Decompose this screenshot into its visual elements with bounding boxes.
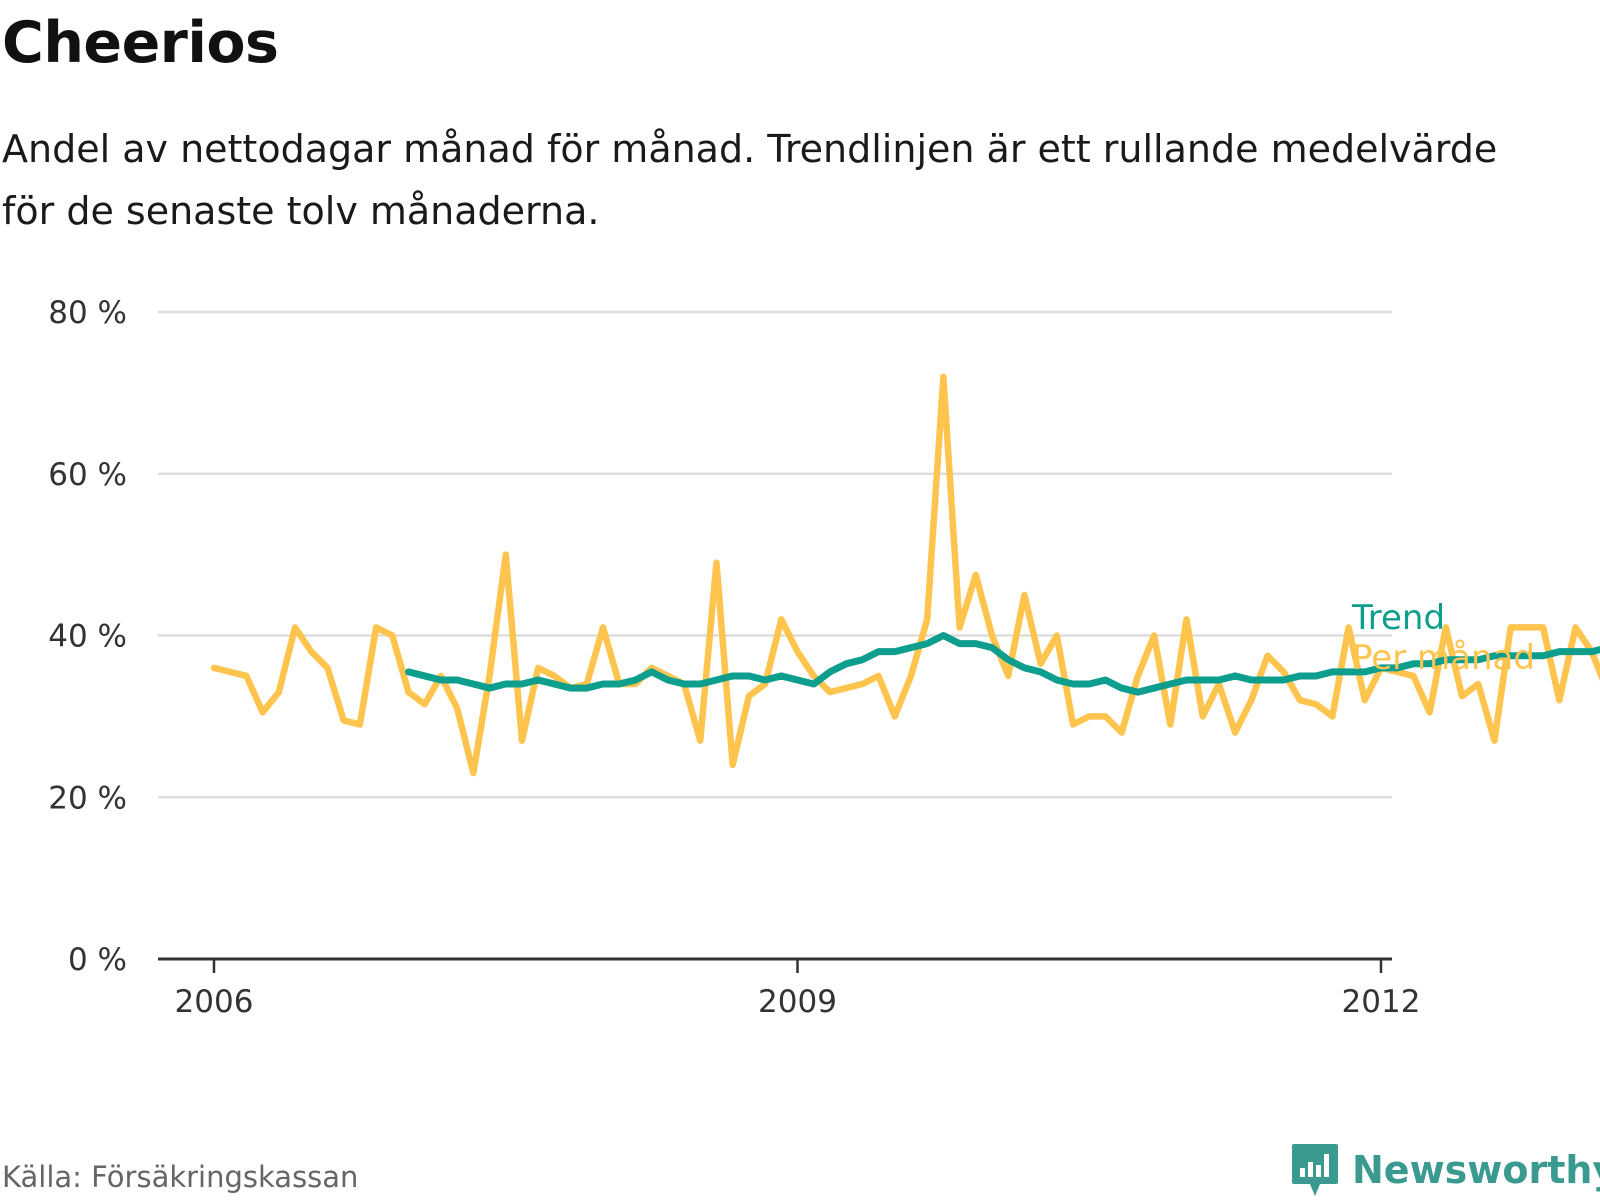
page-title: Cheerios [2,10,279,76]
x-tick-label: 2009 [758,984,837,1020]
y-tick-label: 80 % [48,295,127,331]
series-lines [210,373,1600,777]
page-subtitle: Andel av nettodagar månad för månad. Tre… [2,127,1498,233]
newsworthy-logo-icon [1292,1144,1338,1196]
y-tick-label: 0 % [68,942,127,978]
x-axis-tick-labels: 2006200920122015201820212023 [175,984,1421,1020]
x-tick-label: 2006 [175,984,254,1020]
y-tick-label: 20 % [48,780,127,816]
x-axis [158,957,1392,973]
y-axis-tick-labels: 0 % 20 % 40 % 60 % 80 % [48,295,127,978]
y-tick-label: 40 % [48,619,127,655]
source-note: Källa: Försäkringskassan [2,1160,359,1194]
gridlines [158,310,1392,799]
newsworthy-logo[interactable]: Newsworthy [1290,1140,1600,1200]
x-tick-label: 2012 [1342,984,1421,1020]
series-trend-label: Trend [1351,598,1445,638]
newsworthy-logo-text: Newsworthy [1352,1148,1600,1192]
y-tick-label: 60 % [48,457,127,493]
series-per-manad-line [210,373,1600,777]
series-per-manad-label: Per månad [1352,638,1535,678]
series-trend-line [405,632,1600,696]
